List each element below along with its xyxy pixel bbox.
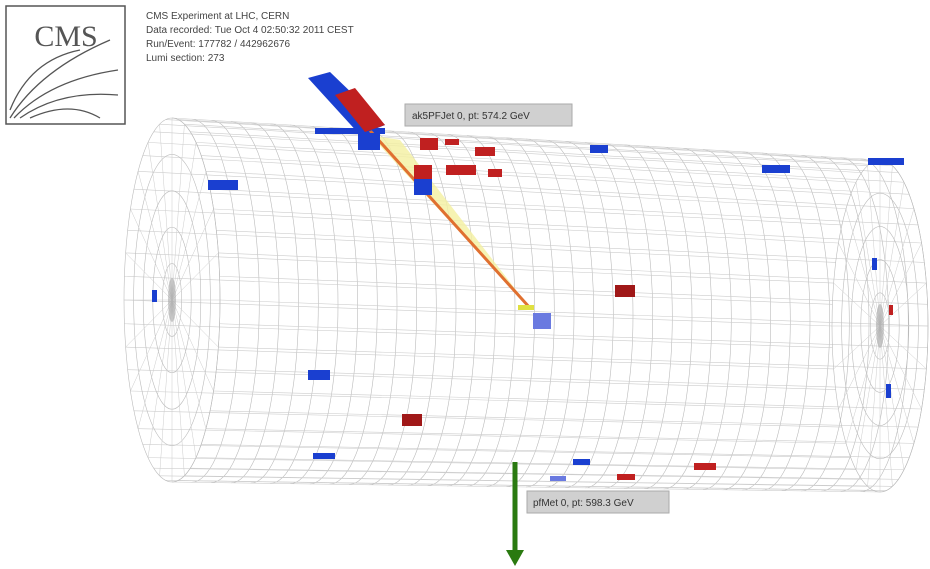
cms-logo: CMS	[6, 6, 125, 124]
met: pfMet 0, pt: 598.3 GeV	[506, 462, 669, 566]
left-endcap-spoke	[172, 209, 214, 300]
stave	[172, 482, 880, 492]
stave	[196, 458, 904, 470]
right-endcap-spoke	[868, 326, 880, 486]
stave	[218, 253, 926, 283]
deposit	[615, 285, 635, 297]
left-endcap-spoke	[148, 300, 172, 458]
stave	[138, 429, 846, 444]
stave	[166, 480, 874, 490]
left-endcap-spoke	[172, 171, 206, 300]
info-line: Run/Event: 177782 / 442962676	[146, 39, 290, 50]
jet-tower	[358, 133, 380, 150]
stave	[214, 209, 922, 243]
deposit	[573, 459, 590, 465]
deposit	[152, 290, 157, 302]
deposit	[446, 165, 476, 175]
left-endcap-spoke	[172, 300, 196, 458]
stave	[184, 124, 892, 165]
jet-tower	[414, 165, 432, 179]
info-line: Data recorded: Tue Oct 4 02:50:32 2011 C…	[146, 25, 354, 36]
right-endcap-spoke	[880, 209, 914, 326]
deposit	[872, 258, 877, 270]
deposit	[617, 474, 635, 480]
left-endcap-spoke	[172, 300, 206, 429]
deposit	[313, 453, 335, 459]
logo-text: CMS	[34, 20, 97, 53]
deposit	[533, 313, 551, 329]
right-endcap-spoke	[880, 326, 914, 443]
stave	[201, 444, 909, 457]
left-endcap-spoke	[172, 300, 218, 347]
deposit	[445, 139, 459, 145]
left-endcap-spoke	[172, 142, 196, 300]
left-endcap-spoke	[172, 253, 218, 300]
stave	[124, 324, 832, 348]
deposit	[762, 165, 790, 173]
left-endcap-spoke	[172, 300, 184, 476]
deposit	[402, 414, 422, 426]
left-endcap-spoke	[138, 300, 172, 429]
right-endcap-spoke	[856, 326, 880, 470]
jet-label: ak5PFJet 0, pt: 574.2 GeV	[412, 111, 530, 122]
left-endcap-spoke	[160, 300, 172, 476]
stave	[154, 468, 862, 479]
stave	[130, 391, 838, 409]
event-display: CMS CMS Experiment at LHC, CERN Data rec…	[0, 0, 930, 569]
stave	[210, 411, 918, 427]
right-endcap-spoke	[880, 182, 904, 326]
deposit	[488, 169, 502, 177]
left-endcap-core	[168, 278, 176, 322]
jet-axis	[365, 125, 530, 308]
info-line: Lumi section: 273	[146, 53, 225, 64]
info-line: CMS Experiment at LHC, CERN	[146, 11, 289, 22]
met-label: pfMet 0, pt: 598.3 GeV	[533, 498, 634, 509]
deposit	[694, 463, 716, 470]
right-endcap-spoke	[880, 243, 922, 326]
deposit	[550, 476, 566, 481]
left-endcap-spoke	[172, 124, 184, 300]
deposit	[868, 158, 904, 165]
left-endcap-spoke	[148, 142, 172, 300]
deposit	[889, 305, 893, 315]
stave	[134, 411, 842, 427]
stave	[190, 132, 898, 173]
right-endcap-spoke	[838, 243, 880, 326]
right-endcap-spoke	[834, 283, 880, 326]
deposit	[590, 145, 608, 153]
right-endcap-core	[876, 304, 884, 348]
stave	[143, 444, 851, 457]
right-endcap-spoke	[880, 326, 892, 486]
vertex	[518, 305, 534, 310]
deposit	[308, 370, 330, 380]
left-endcap-spoke	[126, 300, 172, 347]
stave	[214, 391, 922, 409]
stave	[218, 347, 926, 369]
jet: ak5PFJet 0, pt: 574.2 GeV	[308, 72, 572, 310]
stave	[124, 300, 832, 326]
stave	[126, 347, 834, 369]
deposit	[420, 138, 438, 150]
right-endcap-spoke	[834, 326, 880, 369]
right-endcap-spoke	[856, 182, 880, 326]
deposit	[886, 384, 891, 398]
left-endcap-spoke	[160, 124, 172, 300]
stave	[216, 230, 924, 262]
right-endcap-spoke	[880, 283, 926, 326]
left-endcap-spoke	[130, 300, 172, 391]
stave	[206, 429, 914, 444]
left-endcap-spoke	[172, 300, 214, 391]
met-arrowhead	[506, 550, 524, 566]
deposit	[208, 180, 238, 190]
deposit	[475, 147, 495, 156]
right-endcap-spoke	[880, 166, 892, 326]
